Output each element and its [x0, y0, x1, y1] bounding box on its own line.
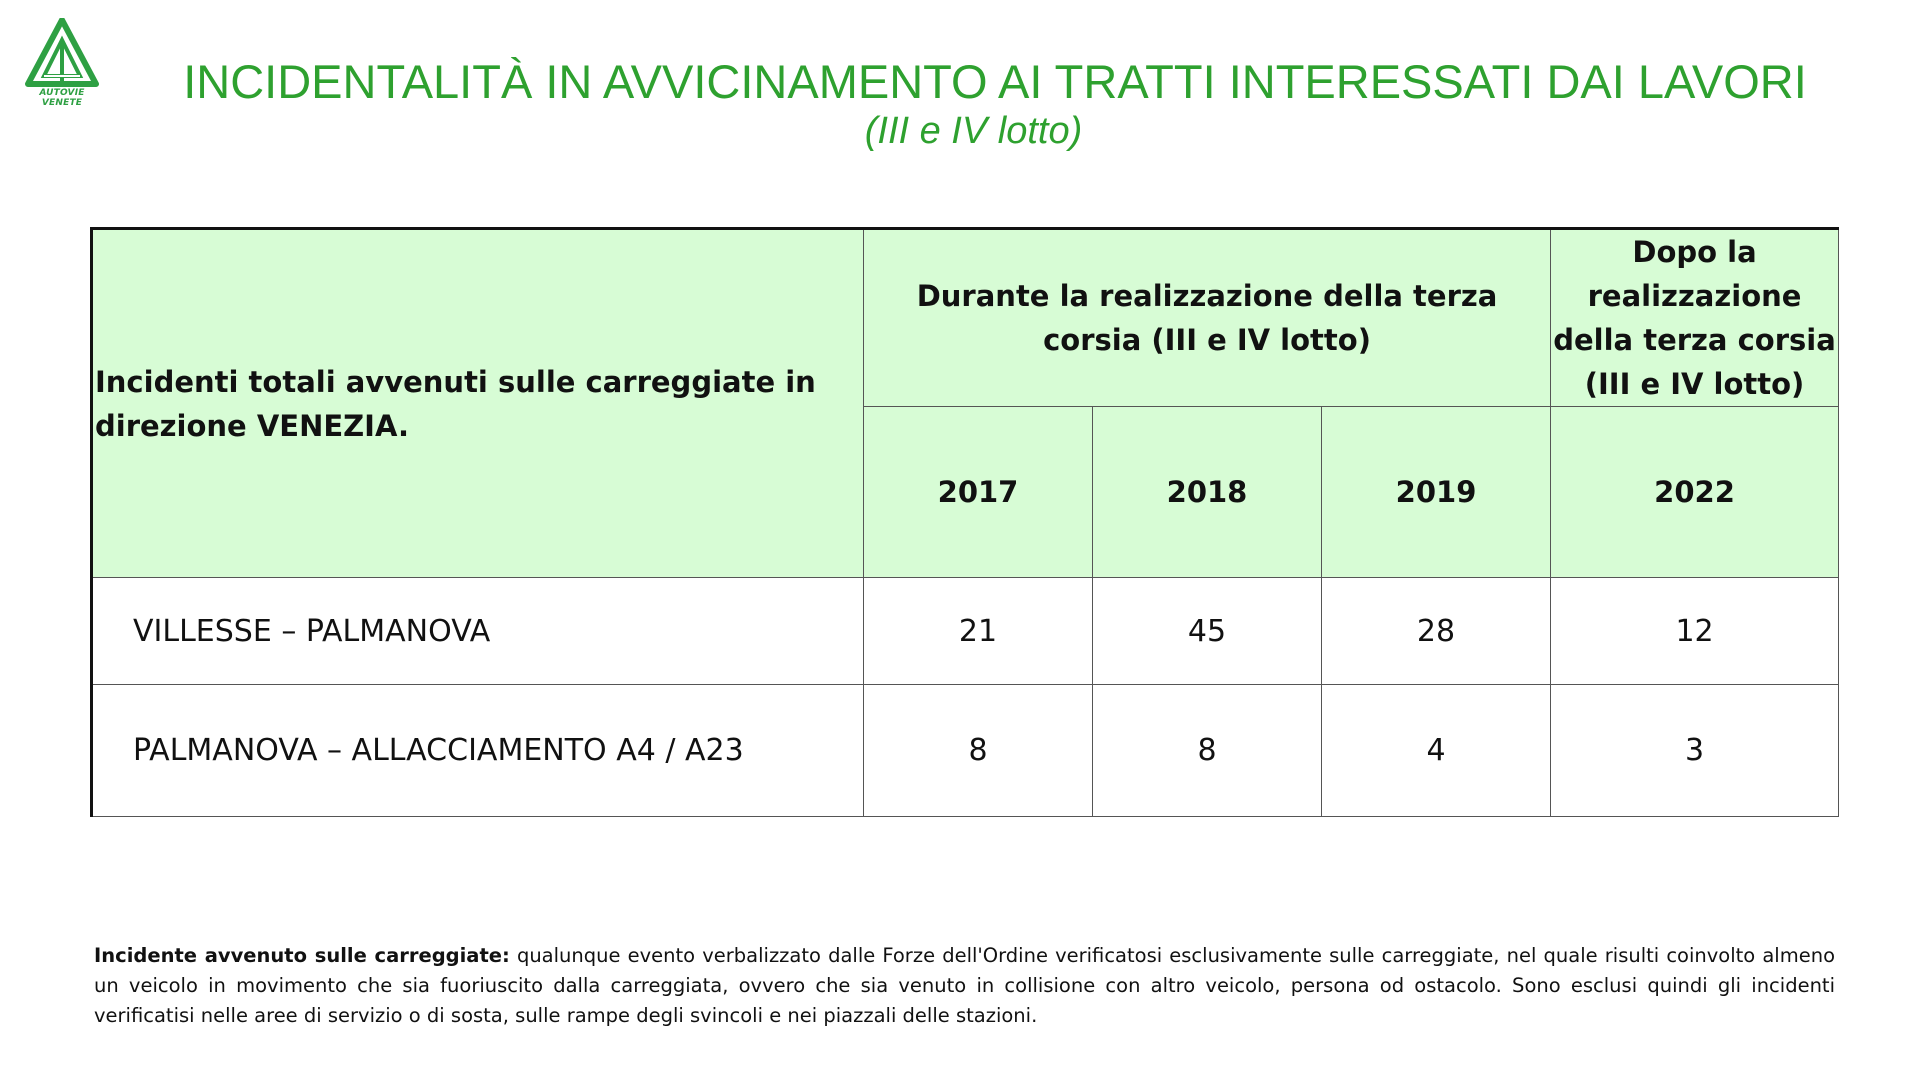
group-header-during: Durante la realizzazione della terza cor…	[862, 227, 1552, 407]
table-cell: 12	[1550, 577, 1840, 685]
autovie-venete-logo: AUTOVIE VENETE	[24, 18, 100, 108]
table-cell: 45	[1092, 577, 1322, 685]
logo-text: AUTOVIE VENETE	[39, 88, 85, 108]
footnote-term: Incidente avvenuto sulle carreggiate:	[94, 944, 510, 967]
year-header: 2018	[1092, 406, 1322, 578]
table-cell: 4	[1320, 684, 1552, 817]
logo-triangle-icon	[25, 18, 99, 87]
table-cell: 21	[863, 577, 1093, 685]
year-header: 2022	[1550, 406, 1840, 578]
table-cell: 28	[1320, 577, 1552, 685]
group-header-after: Dopo la realizzazione della terza corsia…	[1550, 227, 1840, 407]
incident-table: Incidenti totali avvenuti sulle carreggi…	[90, 227, 1840, 817]
year-header: 2017	[863, 406, 1093, 578]
year-header: 2019	[1320, 406, 1552, 578]
row-label: VILLESSE – PALMANOVA	[90, 577, 864, 685]
group-header-after-text: Dopo la realizzazione della terza corsia…	[1553, 235, 1836, 401]
table-row: PALMANOVA – ALLACCIAMENTO A4 / A23 8 8 4…	[90, 684, 1840, 817]
table-cell: 8	[863, 684, 1093, 817]
footnote-text: qualunque evento verbalizzato dalle Forz…	[94, 944, 1835, 1027]
group-header-during-text: Durante la realizzazione della terza cor…	[916, 279, 1498, 357]
footnote: Incidente avvenuto sulle carreggiate: qu…	[94, 941, 1835, 1031]
table-corner-label: Incidenti totali avvenuti sulle carreggi…	[90, 227, 864, 578]
page-title: INCIDENTALITÀ IN AVVICINAMENTO AI TRATTI…	[183, 55, 1807, 108]
row-label: PALMANOVA – ALLACCIAMENTO A4 / A23	[90, 684, 864, 817]
table-cell: 3	[1550, 684, 1840, 817]
page-subtitle: (III e IV lotto)	[864, 110, 1083, 152]
table-row: VILLESSE – PALMANOVA 21 45 28 12	[90, 577, 1840, 685]
table-cell: 8	[1092, 684, 1322, 817]
